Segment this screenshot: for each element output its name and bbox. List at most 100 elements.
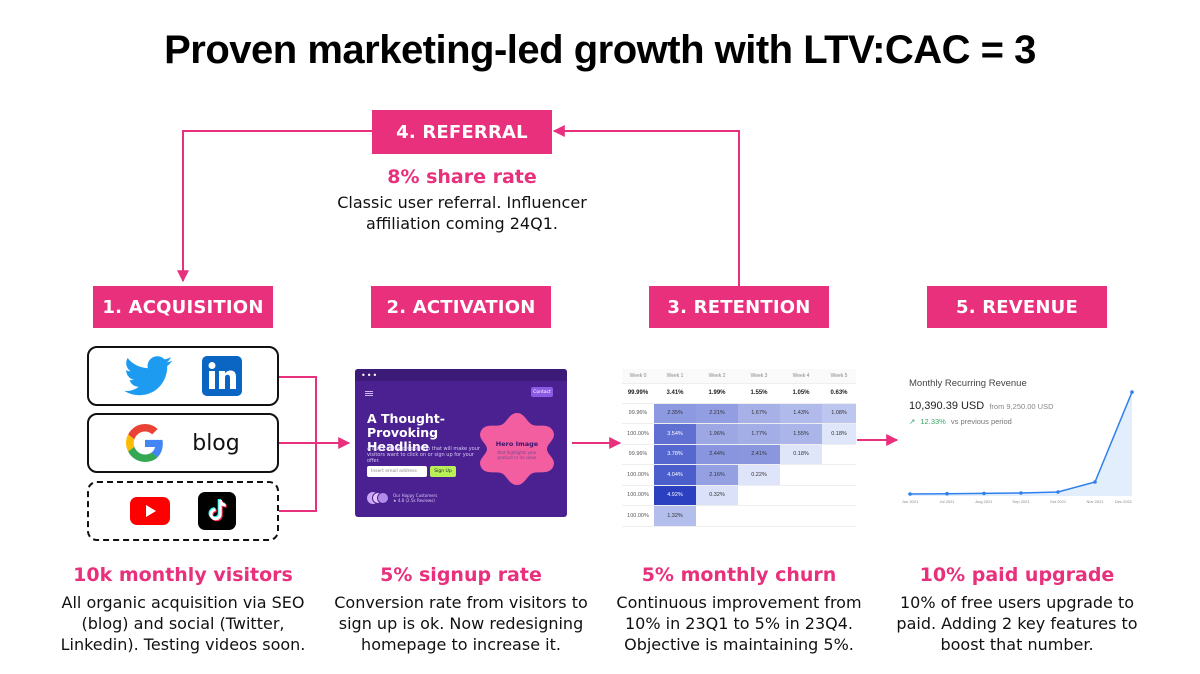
cohort-cell [822, 464, 856, 486]
mockup-hero-subtext: that highlights your product or its valu… [485, 450, 549, 460]
mockup-subtext: A quick value proposition that will make… [367, 446, 487, 464]
revenue-point [1093, 480, 1097, 484]
cohort-cell [822, 444, 856, 465]
cohort-size-cell: 100.00% [622, 505, 654, 527]
cohort-cell: 0.32% [696, 485, 738, 506]
activation-desc-line: sign up is ok. Now redesigning [338, 614, 584, 633]
cohort-header-row: Week 0 Week 1 Week 2 Week 3 Week 4 Week … [622, 369, 856, 384]
mockup-signup-button: Sign Up [430, 466, 456, 477]
mockup-headline-line: Provoking Headline [367, 425, 439, 454]
mockup-hero-subtext-line: product or its value [497, 455, 537, 460]
channel-social [87, 346, 279, 406]
acquisition-desc-line: All organic acquisition via SEO [61, 593, 305, 612]
revenue-point [945, 491, 949, 496]
cohort-cell: 3.78% [654, 444, 696, 465]
cohort-size-cell: 99.96% [622, 444, 654, 465]
cohort-cell: 1.96% [696, 423, 738, 445]
revenue-line-chart: Jun 2021 Jul 2021 Aug 2021 Sep 2021 Oct 2021… [902, 390, 1134, 504]
revenue-x-tick: Aug 2021 [975, 499, 993, 504]
cohort-header-cell: Week 1 [654, 369, 696, 384]
mockup-headline-line: A Thought- [367, 411, 445, 426]
revenue-point [908, 492, 912, 496]
activation-desc-line: Conversion rate from visitors to [334, 593, 588, 612]
stage-acquisition: 1. ACQUISITION [93, 286, 273, 328]
page-title: Proven marketing-led growth with LTV:CAC… [164, 28, 1036, 72]
mockup-customers-line: ★ 4.8 (2.5k Reviews) [393, 498, 435, 503]
mockup-subtext-line: A quick value proposition that will make… [367, 446, 480, 452]
cohort-cell: 2.41% [738, 444, 780, 465]
acquisition-description: All organic acquisition via SEO (blog) a… [33, 592, 333, 655]
twitter-icon [124, 356, 173, 396]
cohort-cell: 3.54% [654, 423, 696, 445]
cohort-cell: 0.22% [738, 464, 780, 486]
revenue-point [1019, 491, 1023, 495]
cohort-average-cell: 1.99% [696, 383, 738, 404]
referral-desc-line: Classic user referral. Influencer [337, 193, 587, 212]
mockup-window-dots: ••• [361, 371, 379, 380]
cohort-cell: 1.67% [738, 403, 780, 424]
revenue-widget-title: Monthly Recurring Revenue [909, 378, 1027, 389]
revenue-value-line: 10,390.39 USD from 9,250.00 USD [909, 394, 1054, 413]
revenue-widget: Monthly Recurring Revenue 10,390.39 USD … [898, 372, 1138, 506]
revenue-desc-line: boost that number. [940, 635, 1094, 654]
cohort-cell: 1.32% [654, 505, 696, 527]
mockup-subtext-line: visitors want to click on or sign up for… [367, 452, 474, 464]
revenue-value: 10,390.39 USD [909, 400, 985, 412]
cohort-average-cell: 1.05% [780, 383, 822, 404]
mockup-menu-icon [365, 391, 373, 392]
revenue-point [1056, 490, 1060, 494]
cohort-cell: 1.43% [780, 403, 822, 424]
cohort-header-cell: Week 4 [780, 369, 822, 384]
cohort-cell: 0.18% [780, 444, 822, 465]
revenue-desc-line: 10% of free users upgrade to [899, 593, 1135, 612]
cohort-cell: 0.18% [822, 423, 856, 445]
revenue-change: 12.33% [920, 417, 946, 426]
cohort-average-row: 99.99% 3.41% 1.99% 1.55% 1.05% 0.63% [622, 383, 856, 404]
revenue-point [1130, 390, 1134, 394]
revenue-from: from 9,250.00 USD [989, 402, 1054, 411]
cohort-cell: 1.08% [822, 403, 856, 424]
cohort-cell: 1.77% [738, 423, 780, 445]
cohort-cell: 1.55% [780, 423, 822, 445]
revenue-x-tick: Dec 2021 [1115, 499, 1133, 504]
acquisition-desc-line: (blog) and social (Twitter, [81, 614, 285, 633]
acquisition-metric: 10k monthly visitors [73, 564, 293, 586]
trend-up-icon: ↗ [909, 417, 916, 426]
revenue-x-tick: Nov 2021 [1086, 499, 1104, 504]
revenue-x-tick: Sep 2021 [1012, 499, 1030, 504]
cohort-header-cell: Week 0 [622, 369, 654, 384]
activation-desc-line: homepage to increase it. [361, 635, 561, 654]
channel-seo: blog [87, 413, 279, 473]
revenue-x-tick: Jun 2021 [902, 499, 919, 504]
cohort-cell [822, 505, 856, 527]
retention-to-referral-arrow [552, 125, 740, 287]
referral-desc-line: affiliation coming 24Q1. [366, 214, 558, 233]
cohort-cell [822, 485, 856, 506]
retention-desc-line: 10% in 23Q1 to 5% in 23Q4. [624, 614, 854, 633]
mockup-customers-line: Our Happy Customers [393, 493, 438, 498]
stage-retention: 3. RETENTION [649, 286, 829, 328]
revenue-x-tick: Oct 2021 [1050, 499, 1067, 504]
google-icon [126, 424, 164, 462]
revenue-change-suffix: vs previous period [950, 417, 1012, 426]
acquisition-desc-line: Linkedin). Testing videos soon. [60, 635, 306, 654]
retention-description: Continuous improvement from 10% in 23Q1 … [589, 592, 889, 655]
cohort-cell [780, 485, 822, 506]
cohort-size-cell: 100.00% [622, 423, 654, 445]
revenue-x-tick: Jul 2021 [939, 499, 955, 504]
activation-description: Conversion rate from visitors to sign up… [311, 592, 611, 655]
cohort-cell: 2.21% [696, 403, 738, 424]
cohort-size-cell: 100.00% [622, 464, 654, 486]
revenue-change-line: ↗ 12.33% vs previous period [909, 409, 1012, 428]
mockup-hero-subtext-line: that highlights your [497, 450, 537, 455]
cohort-cell [738, 485, 780, 506]
referral-metric: 8% share rate [387, 166, 537, 188]
cohort-row: 100.00% 1.32% [622, 505, 856, 527]
mockup-hero-title: Hero Image [495, 440, 539, 448]
cohort-cell: 4.04% [654, 464, 696, 486]
cohort-average-cell: 99.99% [622, 383, 654, 404]
cohort-row: 100.00% 3.54% 1.96% 1.77% 1.55% 0.18% [622, 423, 856, 445]
cohort-rows: 99.96% 2.35% 2.21% 1.67% 1.43% 1.08% 100.00% 3.… [622, 403, 856, 527]
cohort-row: 100.00% 4.04% 2.16% 0.22% [622, 464, 856, 486]
cohort-average-cell: 0.63% [822, 383, 856, 404]
